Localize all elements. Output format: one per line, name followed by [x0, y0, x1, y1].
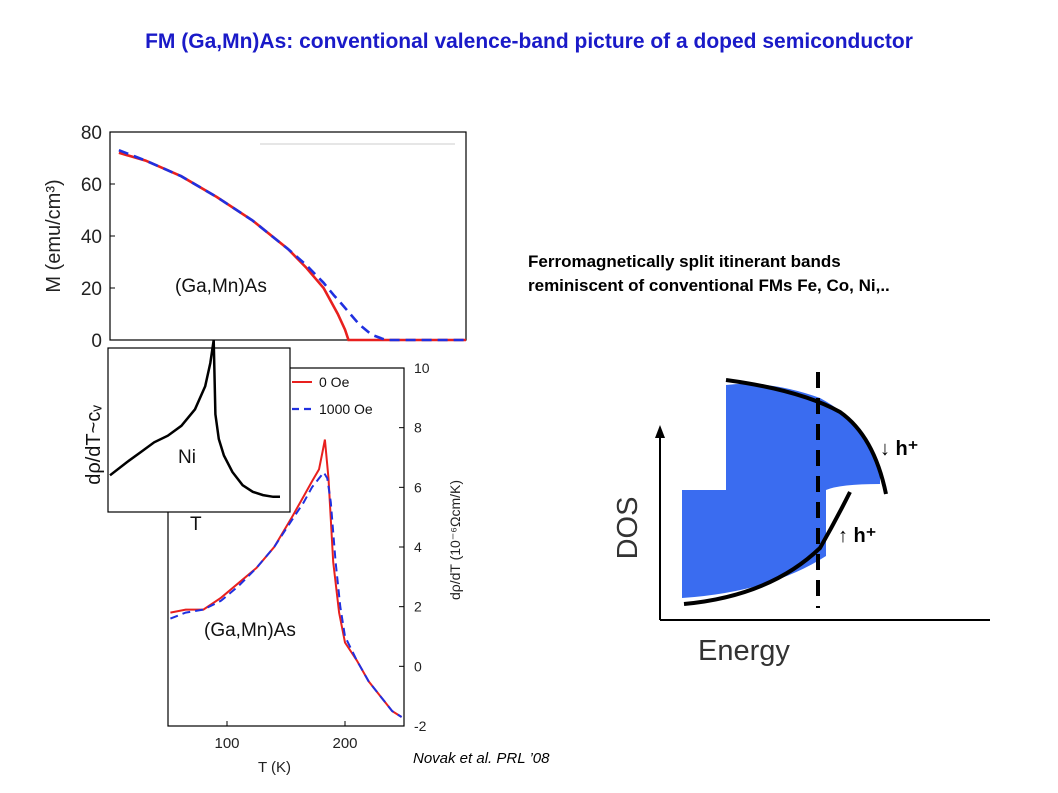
m-ytick-label: 20 — [81, 279, 102, 300]
ni-inset-ylabel: dρ/dT~cᵥ — [83, 405, 105, 485]
ni-curve — [109, 339, 280, 499]
description-line-1: Ferromagnetically split itinerant bands — [528, 252, 841, 271]
m-ytick-label: 80 — [81, 123, 102, 144]
m-ylabel: M (emu/cm³) — [43, 179, 65, 292]
r-series-line — [170, 439, 403, 718]
dos-y-axis-arrow — [655, 425, 665, 438]
m-series-line — [118, 148, 466, 342]
citation: Novak et al. PRL ’08 — [413, 750, 550, 767]
ni-inset-frame — [107, 347, 291, 513]
r-ytick-label: -2 — [414, 718, 427, 734]
m-plot-frame — [109, 131, 467, 341]
r-ytick-label: 2 — [414, 599, 422, 615]
magnetization-chart: 0 20 40 60 80 M (emu/cm³) (Ga,Mn)As — [43, 123, 467, 352]
spin-down-hole-label: ↓ h⁺ — [880, 438, 918, 460]
minority-band-curve — [683, 491, 852, 606]
ni-inset-chart: dρ/dT~cᵥ T Ni — [83, 339, 291, 535]
minority-band-fill — [682, 383, 880, 598]
r-xlabel: T (K) — [258, 759, 291, 776]
r-legend: 0 Oe 1000 Oe — [292, 374, 373, 417]
energy-axis-label: Energy — [698, 635, 790, 667]
r-ytick-label: 6 — [414, 479, 422, 495]
m-annotation: (Ga,Mn)As — [175, 276, 267, 297]
dos-axis-label: DOS — [612, 497, 644, 560]
ni-annotation: Ni — [178, 447, 196, 468]
description-line-2: reminiscent of conventional FMs Fe, Co, … — [528, 276, 890, 295]
m-series-line — [118, 151, 466, 342]
r-series-line — [170, 470, 403, 718]
m-ytick-label: 40 — [81, 227, 102, 248]
r-ylabel: dρ/dT (10⁻⁶Ωcm/K) — [447, 480, 463, 600]
legend-label-0-oe: 0 Oe — [319, 374, 350, 390]
r-ytick-label: 4 — [414, 539, 422, 555]
r-annotation: (Ga,Mn)As — [204, 620, 296, 641]
dos-schematic: DOS Energy ↓ h⁺ ↑ h⁺ — [612, 372, 990, 667]
majority-band-curve — [725, 378, 888, 495]
m-ytick-label: 0 — [91, 331, 102, 352]
spin-up-hole-label: ↑ h⁺ — [838, 525, 876, 547]
r-ytick-label: 0 — [414, 658, 422, 674]
slide-title: FM (Ga,Mn)As: conventional valence-band … — [145, 30, 913, 53]
r-xtick-label: 200 — [332, 735, 357, 752]
r-ytick-label: 10 — [414, 360, 430, 376]
r-xtick-label: 100 — [214, 735, 239, 752]
legend-label-1000-oe: 1000 Oe — [319, 401, 373, 417]
r-ytick-label: 8 — [414, 420, 422, 436]
description-text: Ferromagnetically split itinerant bands … — [528, 250, 890, 298]
m-ytick-label: 60 — [81, 175, 102, 196]
ni-inset-xlabel: T — [190, 514, 202, 535]
